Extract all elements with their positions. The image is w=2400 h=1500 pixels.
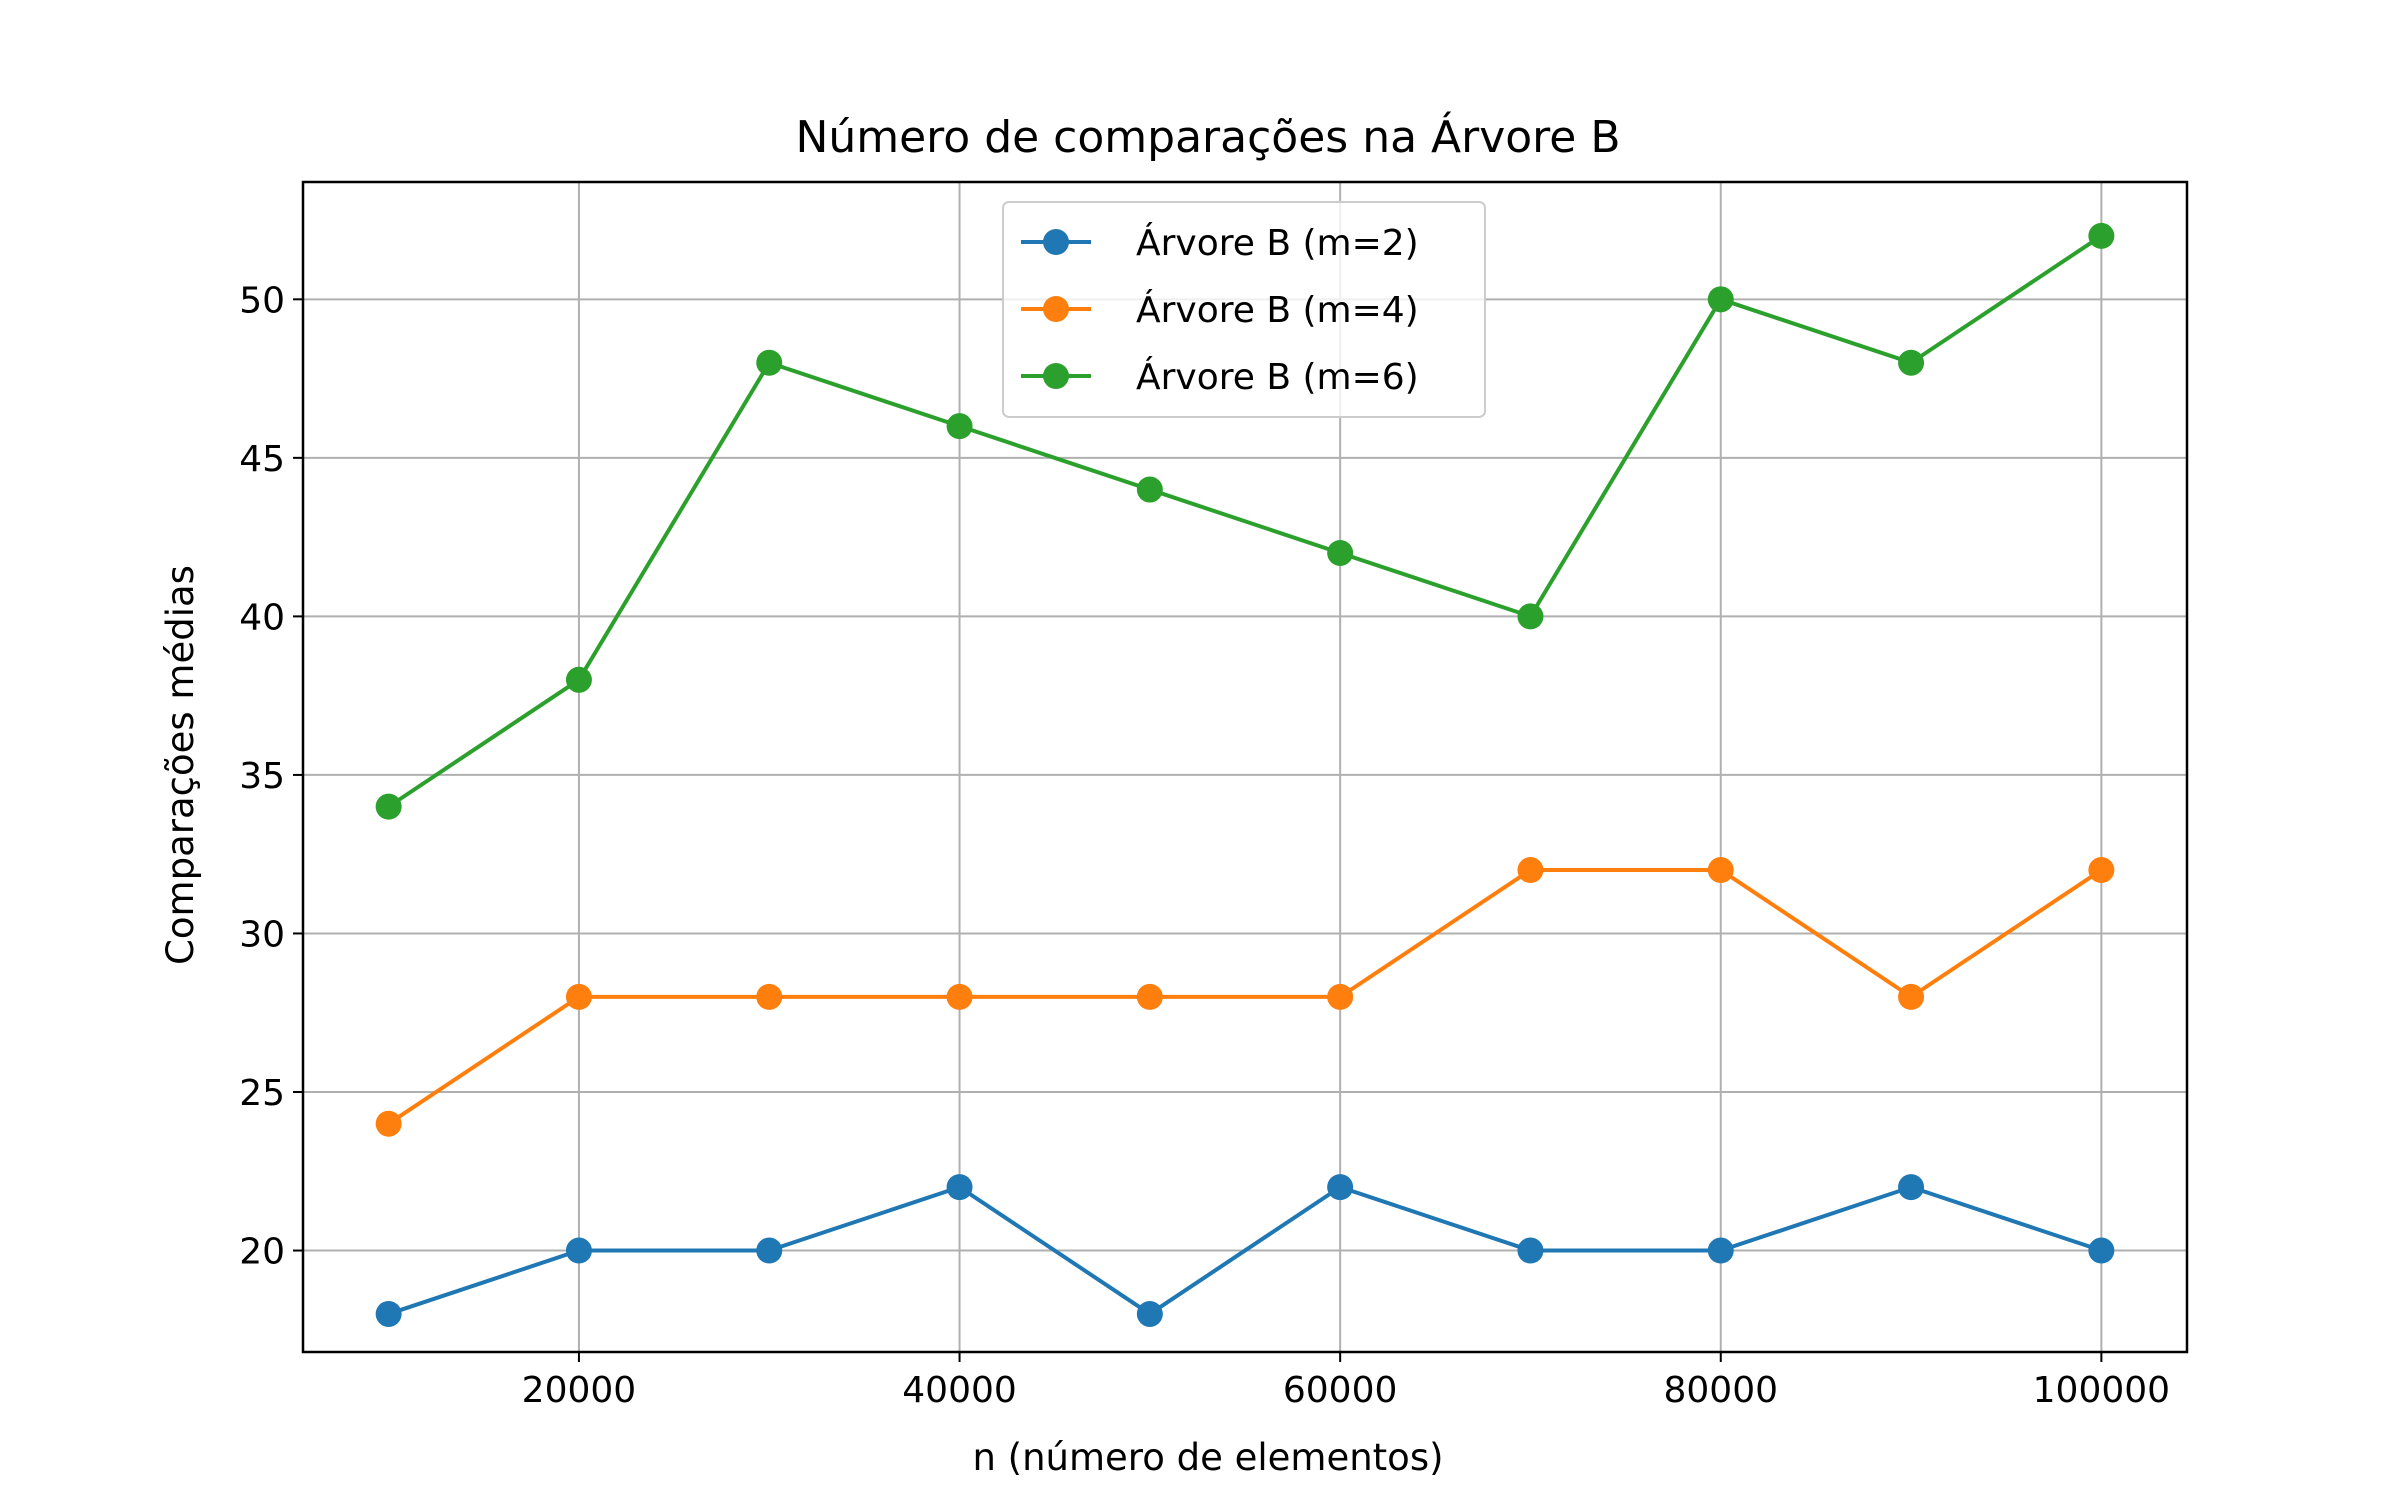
data-point bbox=[2088, 222, 2115, 249]
legend-label: Árvore B (m=6) bbox=[1136, 356, 1419, 398]
x-tick-label: 80000 bbox=[1663, 1370, 1778, 1411]
x-tick-label: 60000 bbox=[1283, 1370, 1398, 1411]
data-point bbox=[2088, 1237, 2115, 1264]
data-point bbox=[1898, 983, 1925, 1010]
data-point bbox=[375, 1110, 402, 1137]
data-point bbox=[1327, 539, 1354, 566]
plot-frame bbox=[301, 180, 2189, 1354]
data-point bbox=[375, 793, 402, 820]
data-point bbox=[946, 413, 973, 440]
legend-label: Árvore B (m=2) bbox=[1136, 222, 1419, 264]
data-point bbox=[1517, 857, 1544, 884]
data-point bbox=[565, 666, 592, 693]
data-point bbox=[1136, 476, 1163, 503]
chart-title: Número de comparações na Árvore B bbox=[795, 110, 1620, 163]
y-tick-label: 30 bbox=[239, 914, 285, 955]
legend-item: Árvore B (m=6) bbox=[1021, 356, 1419, 398]
series-line bbox=[387, 868, 2103, 1126]
series-line bbox=[388, 1185, 2102, 1316]
data-point bbox=[1517, 1237, 1544, 1264]
legend-item: Árvore B (m=4) bbox=[1021, 289, 1419, 331]
legend-item: Árvore B (m=2) bbox=[1021, 222, 1419, 264]
x-tick-label: 40000 bbox=[902, 1370, 1017, 1411]
data-point bbox=[1517, 603, 1544, 630]
data-point bbox=[1136, 983, 1163, 1010]
data-point bbox=[946, 983, 973, 1010]
data-point bbox=[1327, 983, 1354, 1010]
data-point bbox=[756, 349, 783, 376]
y-axis-label: Comparações médias bbox=[159, 565, 202, 965]
x-tick-label: 20000 bbox=[522, 1370, 637, 1411]
y-tick-label: 45 bbox=[239, 439, 285, 480]
series-2 bbox=[375, 857, 2115, 1137]
series-3 bbox=[375, 222, 2115, 820]
series-line bbox=[387, 234, 2103, 809]
data-point bbox=[565, 1237, 592, 1264]
data-point bbox=[375, 1300, 402, 1327]
y-axis: 20 25 30 35 40 45 50 bbox=[239, 280, 303, 1273]
data-point bbox=[1136, 1300, 1163, 1327]
series-layer bbox=[375, 222, 2115, 1327]
data-point bbox=[946, 1174, 973, 1201]
x-axis-label: n (número de elementos) bbox=[972, 1436, 1443, 1479]
legend-marker bbox=[1043, 363, 1069, 389]
data-point bbox=[565, 983, 592, 1010]
data-point bbox=[2088, 857, 2115, 884]
legend-box bbox=[1002, 201, 1486, 418]
legend-label: Árvore B (m=4) bbox=[1136, 289, 1419, 331]
data-point bbox=[1707, 857, 1734, 884]
y-tick-label: 50 bbox=[239, 280, 285, 321]
data-point bbox=[1327, 1174, 1354, 1201]
legend-marker bbox=[1043, 296, 1069, 322]
series-1 bbox=[375, 1174, 2115, 1327]
data-point bbox=[756, 1237, 783, 1264]
legend-marker bbox=[1043, 229, 1069, 255]
data-point bbox=[1898, 349, 1925, 376]
x-axis: 20000 40000 60000 80000 100000 bbox=[522, 1352, 2170, 1411]
data-point bbox=[756, 983, 783, 1010]
legend: Árvore B (m=2) Árvore B (m=4) Árvore B (m=… bbox=[1002, 201, 1486, 418]
data-point bbox=[1707, 286, 1734, 313]
data-point bbox=[1707, 1237, 1734, 1264]
y-tick-label: 35 bbox=[239, 756, 285, 797]
y-tick-label: 20 bbox=[239, 1232, 285, 1273]
x-tick-label: 100000 bbox=[2033, 1370, 2170, 1411]
data-point bbox=[1898, 1174, 1925, 1201]
y-tick-label: 40 bbox=[239, 597, 285, 638]
y-tick-label: 25 bbox=[239, 1073, 285, 1114]
